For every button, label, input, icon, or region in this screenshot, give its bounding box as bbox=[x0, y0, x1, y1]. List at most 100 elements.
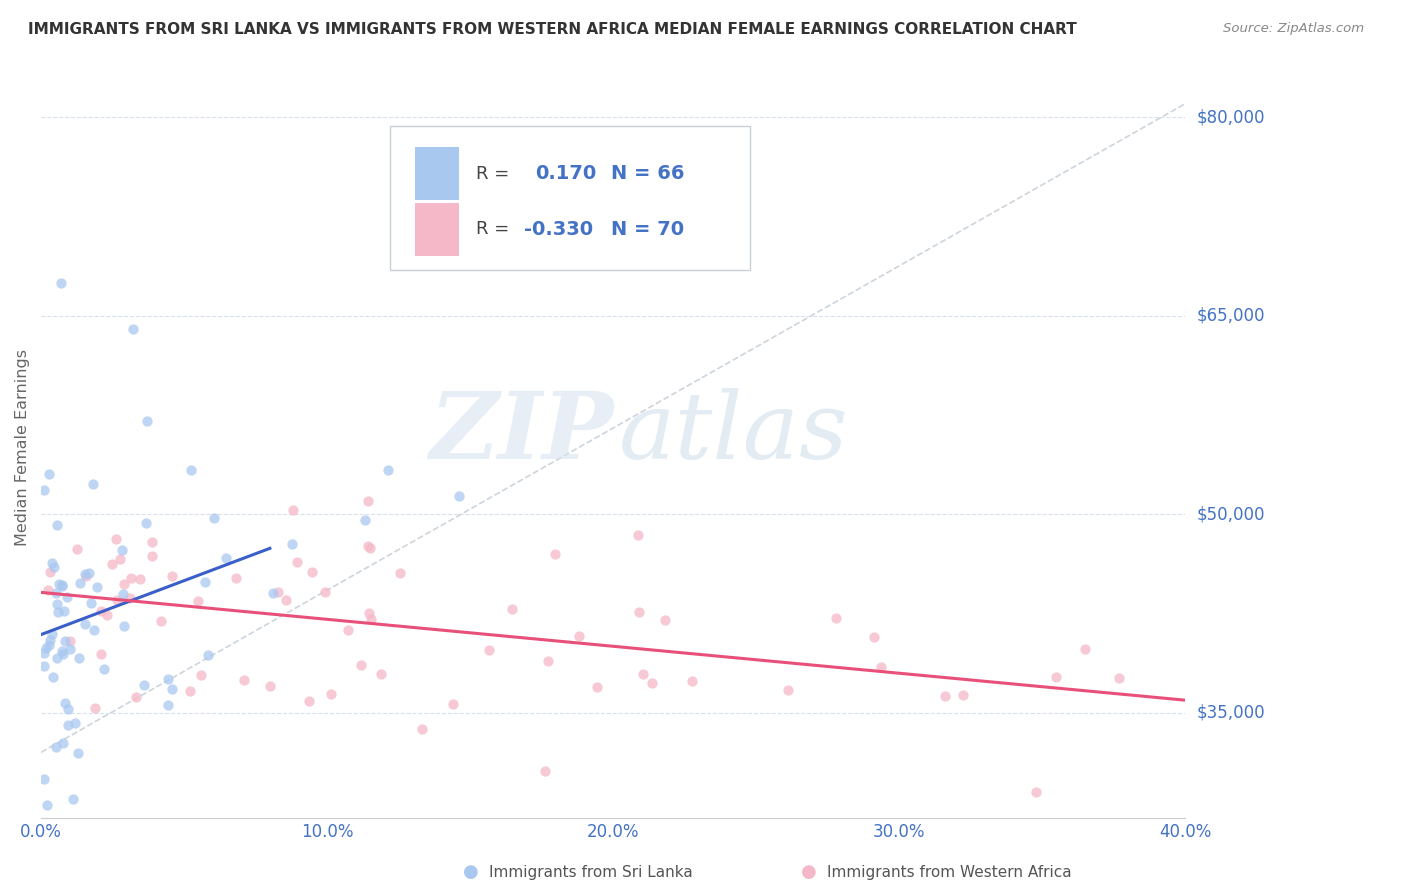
Point bbox=[314, 585, 336, 599]
Point bbox=[62, 791, 84, 805]
Point bbox=[58, 718, 80, 732]
Text: $65,000: $65,000 bbox=[1197, 307, 1265, 325]
Text: N = 66: N = 66 bbox=[610, 164, 685, 183]
Point bbox=[626, 528, 648, 542]
Point bbox=[125, 690, 148, 705]
Point bbox=[388, 566, 411, 580]
Point bbox=[67, 650, 90, 665]
Point bbox=[75, 616, 97, 631]
Text: ●: ● bbox=[800, 863, 817, 881]
Point bbox=[69, 576, 91, 591]
Point bbox=[38, 467, 60, 482]
Point bbox=[377, 463, 399, 477]
Text: IMMIGRANTS FROM SRI LANKA VS IMMIGRANTS FROM WESTERN AFRICA MEDIAN FEMALE EARNIN: IMMIGRANTS FROM SRI LANKA VS IMMIGRANTS … bbox=[28, 22, 1077, 37]
Text: R =: R = bbox=[475, 220, 515, 238]
Point bbox=[681, 674, 703, 689]
Point bbox=[51, 579, 73, 593]
Point bbox=[370, 667, 392, 681]
FancyBboxPatch shape bbox=[415, 202, 458, 256]
Text: N = 70: N = 70 bbox=[610, 219, 683, 239]
Point bbox=[32, 772, 55, 786]
Point bbox=[337, 623, 360, 637]
Point bbox=[501, 601, 523, 615]
Point bbox=[37, 582, 59, 597]
Point bbox=[82, 476, 104, 491]
Point bbox=[360, 612, 382, 626]
Point bbox=[179, 683, 201, 698]
Point bbox=[190, 668, 212, 682]
Point bbox=[51, 578, 73, 592]
Point bbox=[46, 597, 69, 611]
Point bbox=[122, 322, 145, 336]
Point bbox=[274, 593, 297, 607]
Point bbox=[108, 551, 131, 566]
Point bbox=[160, 682, 183, 697]
Point bbox=[180, 463, 202, 477]
Point bbox=[301, 565, 323, 579]
Point bbox=[66, 746, 89, 760]
Point bbox=[59, 642, 82, 657]
Text: R =: R = bbox=[475, 165, 515, 183]
Point bbox=[934, 689, 956, 703]
Point bbox=[156, 698, 179, 712]
Point bbox=[654, 613, 676, 627]
Point bbox=[319, 687, 342, 701]
Point bbox=[96, 607, 118, 622]
Point bbox=[478, 643, 501, 657]
Point bbox=[112, 619, 135, 633]
Point bbox=[354, 513, 377, 527]
FancyBboxPatch shape bbox=[415, 147, 458, 201]
Point bbox=[120, 591, 142, 605]
Point bbox=[49, 276, 72, 290]
Text: 0.170: 0.170 bbox=[536, 164, 596, 183]
Point bbox=[52, 647, 75, 661]
FancyBboxPatch shape bbox=[389, 126, 751, 270]
Point bbox=[77, 566, 100, 581]
Point bbox=[42, 669, 65, 683]
Point bbox=[45, 651, 67, 665]
Point bbox=[281, 503, 304, 517]
Point bbox=[63, 715, 86, 730]
Point bbox=[46, 605, 69, 619]
Point bbox=[105, 593, 128, 607]
Point bbox=[83, 700, 105, 714]
Point bbox=[46, 518, 69, 533]
Point bbox=[411, 722, 433, 736]
Point bbox=[350, 658, 373, 673]
Point bbox=[568, 629, 591, 643]
Point bbox=[215, 550, 238, 565]
Point bbox=[641, 676, 664, 690]
Point bbox=[48, 577, 70, 591]
Point bbox=[141, 549, 163, 563]
Text: Immigrants from Western Africa: Immigrants from Western Africa bbox=[827, 865, 1071, 880]
Point bbox=[776, 683, 799, 698]
Point bbox=[197, 648, 219, 663]
Point bbox=[357, 494, 380, 508]
Point bbox=[45, 585, 67, 599]
Point bbox=[80, 596, 103, 610]
Point bbox=[631, 666, 654, 681]
Point bbox=[952, 688, 974, 702]
Text: ●: ● bbox=[463, 863, 479, 881]
Point bbox=[194, 575, 217, 590]
Text: Immigrants from Sri Lanka: Immigrants from Sri Lanka bbox=[489, 865, 693, 880]
Point bbox=[75, 569, 97, 583]
Point bbox=[825, 611, 848, 625]
Point bbox=[285, 555, 308, 569]
Point bbox=[627, 605, 650, 619]
Point bbox=[35, 798, 58, 813]
Point bbox=[101, 557, 124, 571]
Point bbox=[262, 586, 284, 600]
Point bbox=[41, 626, 63, 640]
Point bbox=[53, 633, 76, 648]
Point bbox=[135, 415, 157, 429]
Point bbox=[53, 696, 76, 710]
Text: $50,000: $50,000 bbox=[1197, 505, 1265, 523]
Point bbox=[132, 677, 155, 691]
Point bbox=[202, 510, 225, 524]
Text: $35,000: $35,000 bbox=[1197, 704, 1265, 722]
Point bbox=[83, 623, 105, 637]
Point bbox=[533, 764, 555, 779]
Text: atlas: atlas bbox=[619, 388, 848, 478]
Point bbox=[35, 640, 58, 655]
